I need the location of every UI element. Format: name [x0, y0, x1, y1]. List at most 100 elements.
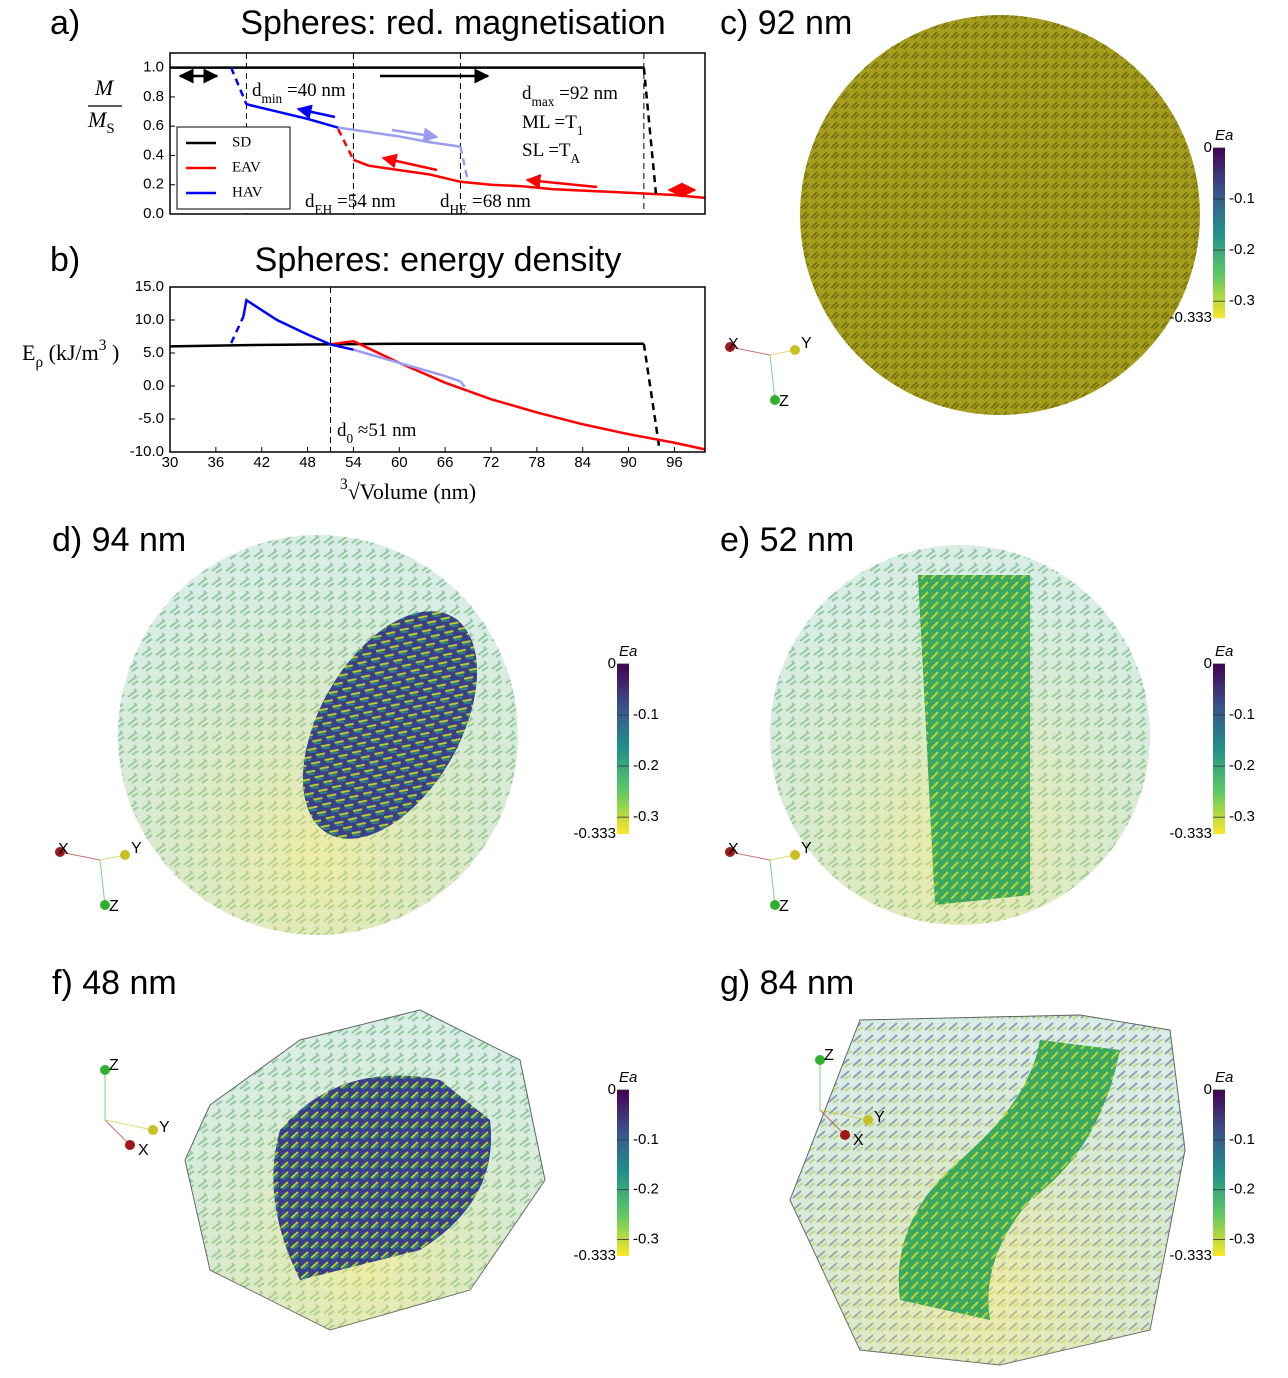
y-label: M: [94, 75, 115, 100]
colorbar-tick-label: -0.333: [573, 825, 616, 842]
axis-arm: [104, 1119, 131, 1146]
annotation: ML =T1: [522, 112, 584, 137]
colorbar: [617, 1090, 629, 1256]
y-tick-label: 0.0: [143, 377, 164, 394]
y-tick-label: -5.0: [138, 410, 164, 427]
axis-label: X: [728, 841, 739, 858]
colorbar-tick-label: -0.3: [1229, 292, 1255, 309]
annotation-part: 0: [347, 431, 354, 446]
axis-label: Y: [874, 1109, 885, 1126]
legend-label: SD: [232, 134, 251, 150]
annotation-part: 1: [577, 123, 584, 138]
axis-label: Y: [801, 840, 812, 857]
plot-frame: [169, 52, 706, 215]
y-label: MS: [87, 107, 115, 137]
annotation-part: min: [262, 91, 283, 106]
colorbar-tick-label: -0.3: [1229, 1231, 1255, 1248]
axis-label: Y: [801, 335, 812, 352]
line: [352, 158, 706, 200]
axis-arm: [769, 354, 776, 401]
colorbar-tick-label: -0.2: [633, 757, 659, 774]
y-tick-label: 0.8: [143, 88, 164, 105]
colorbar-title: Ea: [1215, 1069, 1233, 1086]
axis-label: Z: [779, 898, 789, 915]
colorbar: [1213, 148, 1225, 318]
y-tick-label: 0.2: [143, 176, 164, 193]
y-tick-label: 0.0: [143, 205, 164, 222]
annotation-part: max: [532, 94, 555, 109]
colorbar-tick-label: -0.2: [1229, 757, 1255, 774]
legend-label: EAV: [232, 159, 261, 175]
axis-label: Y: [131, 840, 142, 857]
render-g: [789, 1014, 1186, 1366]
x-tick-label: 96: [666, 454, 683, 471]
panel-label: f) 48 nm: [52, 964, 177, 1002]
axis-label: X: [728, 336, 739, 353]
line: [246, 103, 339, 129]
axis-arm: [819, 1109, 846, 1136]
y-tick-label: 0.6: [143, 117, 164, 134]
axis-head: [815, 1055, 825, 1065]
x-tick-label: 42: [253, 454, 270, 471]
colorbar-tick-label: 0: [1204, 139, 1212, 156]
colorbar: [1213, 1090, 1225, 1256]
line: [642, 343, 661, 447]
axis-head: [770, 900, 780, 910]
axis-arm: [729, 346, 771, 356]
x-tick-label: 90: [620, 454, 637, 471]
annotation: d0 ≈51 nm: [337, 420, 417, 445]
annotation-part: ML =T: [522, 112, 577, 133]
arrows: [178, 68, 697, 198]
annotation: dEH =54 nm: [305, 191, 396, 216]
colorbar-tick-label: -0.1: [1229, 190, 1255, 207]
axis-label: X: [58, 841, 69, 858]
x-label-part: √Volume (nm): [348, 479, 476, 504]
colorbar-tick-label: -0.2: [1229, 241, 1255, 258]
plot-frame: [169, 286, 706, 453]
line: [459, 146, 470, 183]
y-tick-label: -10.0: [130, 443, 164, 460]
colorbar: [1213, 664, 1225, 834]
colorbar-tick-label: -0.1: [633, 1131, 659, 1148]
y-tick-label: 5.0: [143, 344, 164, 361]
y-label: Eρ (kJ/m3 ): [22, 337, 119, 371]
axis-label: X: [138, 1142, 149, 1159]
y-tick-label: 1.0: [143, 59, 164, 76]
colorbar-tick-label: -0.333: [1169, 309, 1212, 326]
x-tick-label: 60: [391, 454, 408, 471]
render-c: [800, 15, 1200, 415]
y-label-part: ρ: [35, 354, 43, 371]
annotation-part: =54 nm: [332, 191, 396, 212]
axis-label: Z: [824, 1047, 834, 1064]
colorbar-title: Ea: [619, 643, 637, 660]
colorbar-tick-label: 0: [608, 655, 616, 672]
y-label-part: M: [87, 107, 108, 132]
annotation-part: d: [337, 420, 347, 441]
colorbar-tick-label: 0: [608, 1081, 616, 1098]
x-tick-label: 66: [437, 454, 454, 471]
line: [353, 348, 461, 383]
axis-arm: [59, 851, 101, 861]
axis-arm: [99, 859, 106, 906]
annotation-part: SL =T: [522, 140, 571, 161]
colorbar-tick-label: -0.333: [1169, 1247, 1212, 1264]
annotation-part: d: [305, 191, 315, 212]
annotation-part: d: [252, 80, 262, 101]
annotation-part: =40 nm: [282, 80, 346, 101]
y-label-part: E: [22, 340, 35, 365]
axis-label: Z: [109, 1057, 119, 1074]
render-e: [770, 545, 1150, 925]
axis-label: Z: [109, 898, 119, 915]
panel-label: c) 92 nm: [720, 4, 852, 42]
render-d: [118, 535, 518, 935]
axis-head: [790, 345, 800, 355]
y-tick-label: 15.0: [135, 278, 164, 295]
x-label-part: 3: [340, 476, 348, 493]
annotation: SL =TA: [522, 140, 581, 165]
axis-head: [125, 1140, 135, 1150]
y-label-part: ): [106, 340, 119, 365]
axis-label: Z: [779, 393, 789, 410]
colorbar-title: Ea: [1215, 643, 1233, 660]
annotation: dHE =68 nm: [440, 191, 531, 216]
